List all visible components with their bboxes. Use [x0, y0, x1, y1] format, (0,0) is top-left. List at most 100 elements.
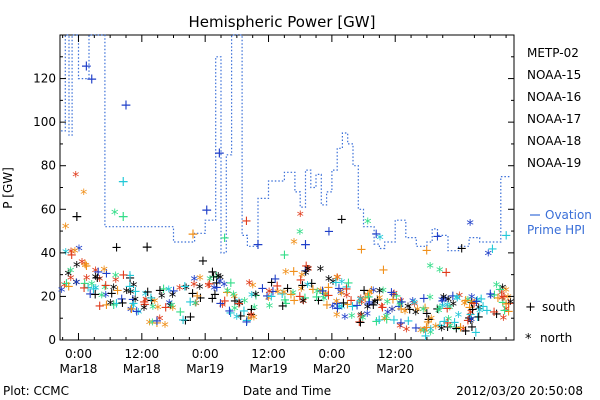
data-point: *	[356, 292, 364, 310]
data-point: *	[107, 296, 115, 314]
x-axis: 0:00Mar1812:00Mar180:00Mar1912:00Mar190:…	[60, 35, 507, 376]
data-point: *	[192, 297, 200, 315]
data-point: *	[485, 246, 493, 264]
legend-noaa17: NOAA-17	[527, 112, 581, 126]
data-point: *	[467, 314, 475, 332]
data-point: *	[71, 244, 79, 262]
data-point: +	[323, 289, 334, 304]
data-point: *	[468, 313, 476, 331]
data-point: *	[419, 302, 427, 320]
data-point: *	[466, 216, 474, 234]
data-point: +	[449, 316, 460, 331]
data-point: *	[341, 310, 349, 328]
data-point: +	[386, 286, 397, 301]
y-tick-label: 40	[41, 246, 56, 260]
data-point: *	[320, 292, 328, 310]
data-point: *	[151, 294, 159, 312]
data-point: *	[487, 289, 495, 307]
data-point: *	[289, 286, 297, 304]
data-point: *	[500, 311, 508, 329]
data-point: +	[352, 298, 363, 313]
data-point: *	[299, 294, 307, 312]
data-point: *	[338, 275, 346, 293]
data-point: +	[423, 312, 434, 327]
data-point: *	[459, 322, 467, 340]
data-point: *	[300, 294, 308, 312]
data-point: +	[224, 304, 235, 319]
data-point: *	[101, 281, 109, 299]
data-point: *	[169, 288, 177, 306]
data-point: +	[420, 329, 431, 344]
data-point: +	[198, 254, 209, 269]
data-point: +	[294, 290, 305, 305]
data-point: *	[427, 326, 435, 344]
data-point: *	[468, 290, 476, 308]
data-point: +	[208, 270, 219, 285]
data-point: *	[390, 287, 398, 305]
data-point: *	[182, 280, 190, 298]
data-point: *	[149, 300, 157, 318]
ovation-line-layer	[61, 34, 512, 254]
data-point: *	[98, 288, 106, 306]
data-point: *	[65, 266, 73, 284]
data-point: *	[135, 305, 143, 323]
data-point: +	[124, 280, 135, 295]
data-point-outlier: +	[300, 237, 312, 253]
data-point: *	[476, 303, 484, 321]
data-point: +	[211, 276, 222, 291]
data-point: *	[322, 288, 330, 306]
data-point: *	[498, 291, 506, 309]
data-point: *	[396, 319, 404, 337]
legend-ovation-line1: Ovation	[545, 208, 592, 222]
data-point: +	[131, 304, 142, 319]
data-point: +	[146, 294, 157, 309]
data-point: +	[118, 268, 129, 283]
data-point: *	[265, 291, 273, 309]
data-point: +	[79, 281, 90, 296]
data-point: *	[366, 286, 374, 304]
data-point: *	[290, 235, 298, 253]
data-point: +	[306, 277, 317, 292]
data-point: +	[499, 304, 510, 319]
data-point: +	[241, 315, 252, 330]
data-point: *	[216, 270, 224, 288]
data-point: *	[149, 316, 157, 334]
data-point-outlier: +	[81, 59, 93, 75]
data-point: +	[394, 300, 405, 315]
data-point: *	[334, 271, 342, 289]
data-point: *	[266, 299, 274, 317]
data-point: *	[432, 320, 440, 338]
data-point: *	[169, 301, 177, 319]
data-point: *	[439, 299, 447, 317]
data-point: *	[337, 287, 345, 305]
data-point: +	[469, 297, 480, 312]
data-point: *	[427, 322, 435, 340]
data-point: +	[437, 294, 448, 309]
data-point: *	[192, 296, 200, 314]
data-point: *	[156, 312, 164, 330]
data-point: *	[206, 272, 214, 290]
data-point: +	[464, 311, 475, 326]
data-point: +	[225, 306, 236, 321]
data-point: +	[498, 289, 509, 304]
data-point: +	[128, 296, 139, 311]
data-point-outlier: +	[252, 237, 264, 253]
data-point: +	[185, 295, 196, 310]
data-point: +	[286, 288, 297, 303]
data-point: +	[334, 282, 345, 297]
data-point: *	[364, 300, 372, 318]
data-point-outlier: *	[297, 209, 304, 225]
data-point: +	[465, 308, 476, 323]
data-point: *	[404, 300, 412, 318]
data-point: *	[357, 309, 365, 327]
data-point: +	[257, 281, 268, 296]
data-point: *	[383, 309, 391, 327]
data-point: +	[246, 308, 257, 323]
data-point: +	[318, 286, 329, 301]
data-point: +	[371, 227, 382, 242]
data-point: +	[456, 241, 467, 256]
data-point: +	[277, 287, 288, 302]
data-point: +	[61, 277, 72, 292]
data-point: *	[329, 300, 337, 318]
data-point: *	[220, 278, 228, 296]
